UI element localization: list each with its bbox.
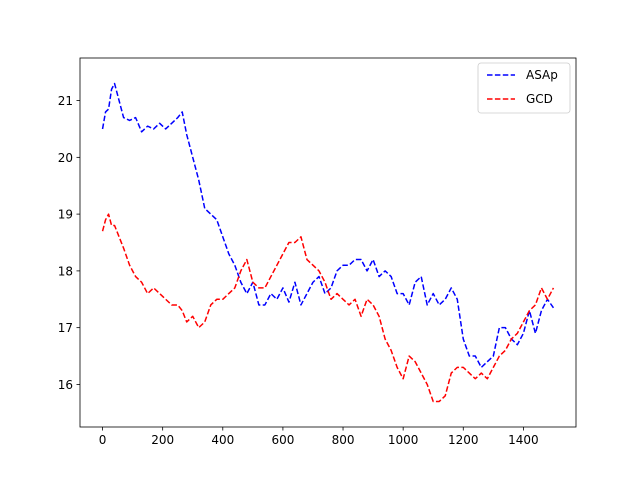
x-tick-label: 400 [211,433,234,447]
series-line-asap [101,82,555,369]
y-tick-label: 18 [58,264,73,278]
legend-box [477,62,571,114]
x-tick-label: 200 [151,433,174,447]
x-tick-label: 1000 [388,433,419,447]
legend-label-asap: ASAp [526,68,558,82]
legend: ASAp GCD [477,62,571,114]
series-line-gcd [101,213,555,403]
series-layer [101,82,555,403]
axes-frame [79,57,577,428]
y-tick-label: 17 [58,321,73,335]
x-tick-label: 600 [271,433,294,447]
x-tick-label: 0 [99,433,107,447]
y-tick-label: 19 [58,208,73,222]
x-axis: 0 200 400 600 800 1000 1200 1400 [99,427,539,447]
y-tick-label: 16 [58,378,73,392]
legend-label-gcd: GCD [526,92,553,106]
y-axis: 16 17 18 19 20 21 [58,94,80,392]
x-tick-label: 1400 [508,433,539,447]
x-tick-label: 800 [332,433,355,447]
x-tick-label: 1200 [448,433,479,447]
y-tick-label: 20 [58,151,73,165]
y-tick-label: 21 [58,94,73,108]
